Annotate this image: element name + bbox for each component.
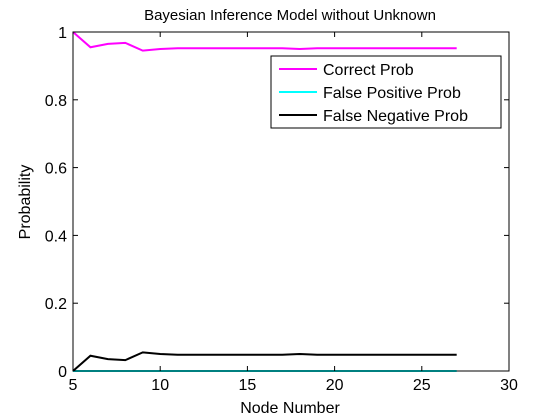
x-tick-label: 15 — [239, 377, 257, 394]
y-axis-label: Probability — [17, 165, 34, 240]
y-tick-label: 0.4 — [45, 228, 67, 245]
y-tick-label: 0.2 — [45, 296, 67, 313]
x-tick-label: 5 — [69, 377, 78, 394]
legend: Correct Prob False Positive Prob False Neg… — [270, 55, 502, 129]
x-tick-label: 10 — [151, 377, 169, 394]
legend-label: False Negative Prob — [323, 108, 468, 125]
x-tick-label: 25 — [413, 377, 431, 394]
y-tick-label: 0.8 — [45, 93, 67, 110]
y-tick-label: 0 — [58, 364, 67, 381]
x-axis-label: Node Number — [240, 400, 340, 417]
x-tick-label: 30 — [500, 377, 518, 394]
legend-label: Correct Prob — [323, 62, 414, 79]
legend-label: False Positive Prob — [323, 85, 461, 102]
plot-frame — [72, 31, 510, 372]
chart-title: Bayesian Inference Model without Unknown — [144, 7, 436, 24]
series-line-false-negative-prob — [72, 351, 457, 372]
ticks-layer: 5 10 15 20 25 30 0 0.2 0.4 0.6 0.8 1 — [45, 25, 518, 394]
series-line-correct-prob — [72, 31, 457, 52]
y-tick-label: 1 — [58, 25, 67, 42]
x-tick-label: 20 — [326, 377, 344, 394]
y-tick-label: 0.6 — [45, 161, 67, 178]
